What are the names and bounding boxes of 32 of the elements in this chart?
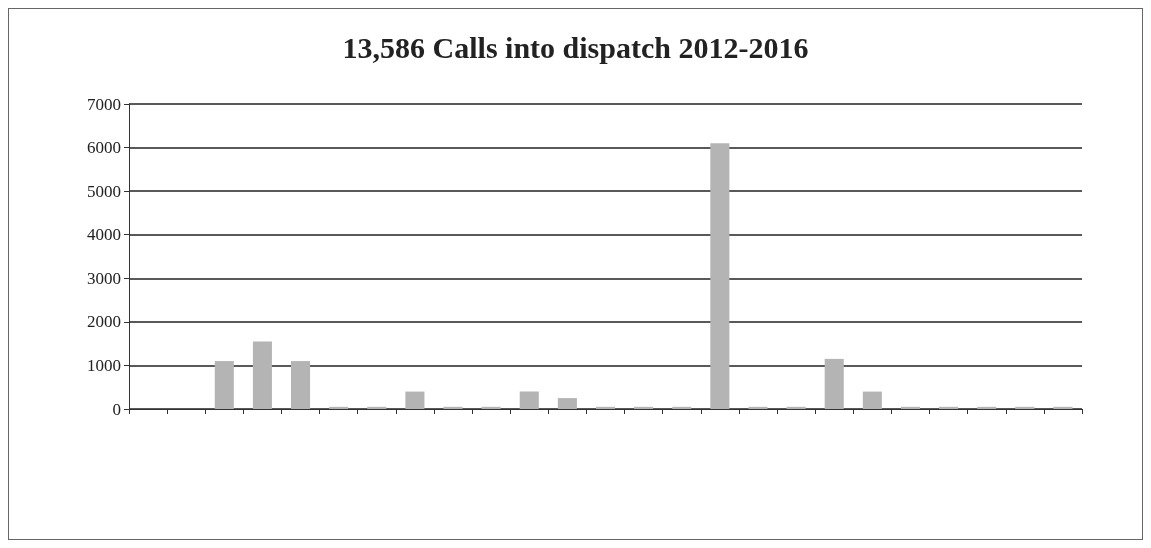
bar: [214, 361, 234, 409]
bar: [291, 361, 311, 409]
y-tick-label: 4000: [87, 225, 121, 245]
bar: [862, 391, 882, 409]
bar: [824, 358, 844, 409]
bar: [634, 406, 654, 409]
y-tick-label: 7000: [87, 94, 121, 114]
y-tick-label: 6000: [87, 138, 121, 158]
bar: [672, 406, 692, 409]
bar: [252, 341, 272, 409]
bar: [977, 406, 997, 409]
bar: [519, 391, 539, 409]
y-tick-label: 5000: [87, 181, 121, 201]
chart-title: 13,586 Calls into dispatch 2012-2016: [342, 30, 809, 64]
bar: [710, 143, 730, 409]
bar: [1015, 406, 1035, 409]
y-tick-label: 2000: [87, 312, 121, 332]
y-tick-label: 3000: [87, 268, 121, 288]
bar: [443, 406, 463, 409]
bar: [748, 406, 768, 409]
bar: [367, 406, 387, 409]
bar: [595, 406, 616, 409]
bar: [481, 406, 501, 409]
bar: [329, 406, 349, 409]
bar: [405, 391, 425, 409]
bar: [939, 406, 959, 409]
bar: [1053, 406, 1073, 409]
bar: [557, 398, 577, 409]
y-tick-label: 1000: [87, 355, 121, 375]
bar: [900, 406, 920, 409]
y-tick-label: 0: [112, 399, 121, 419]
bar: [786, 406, 806, 409]
